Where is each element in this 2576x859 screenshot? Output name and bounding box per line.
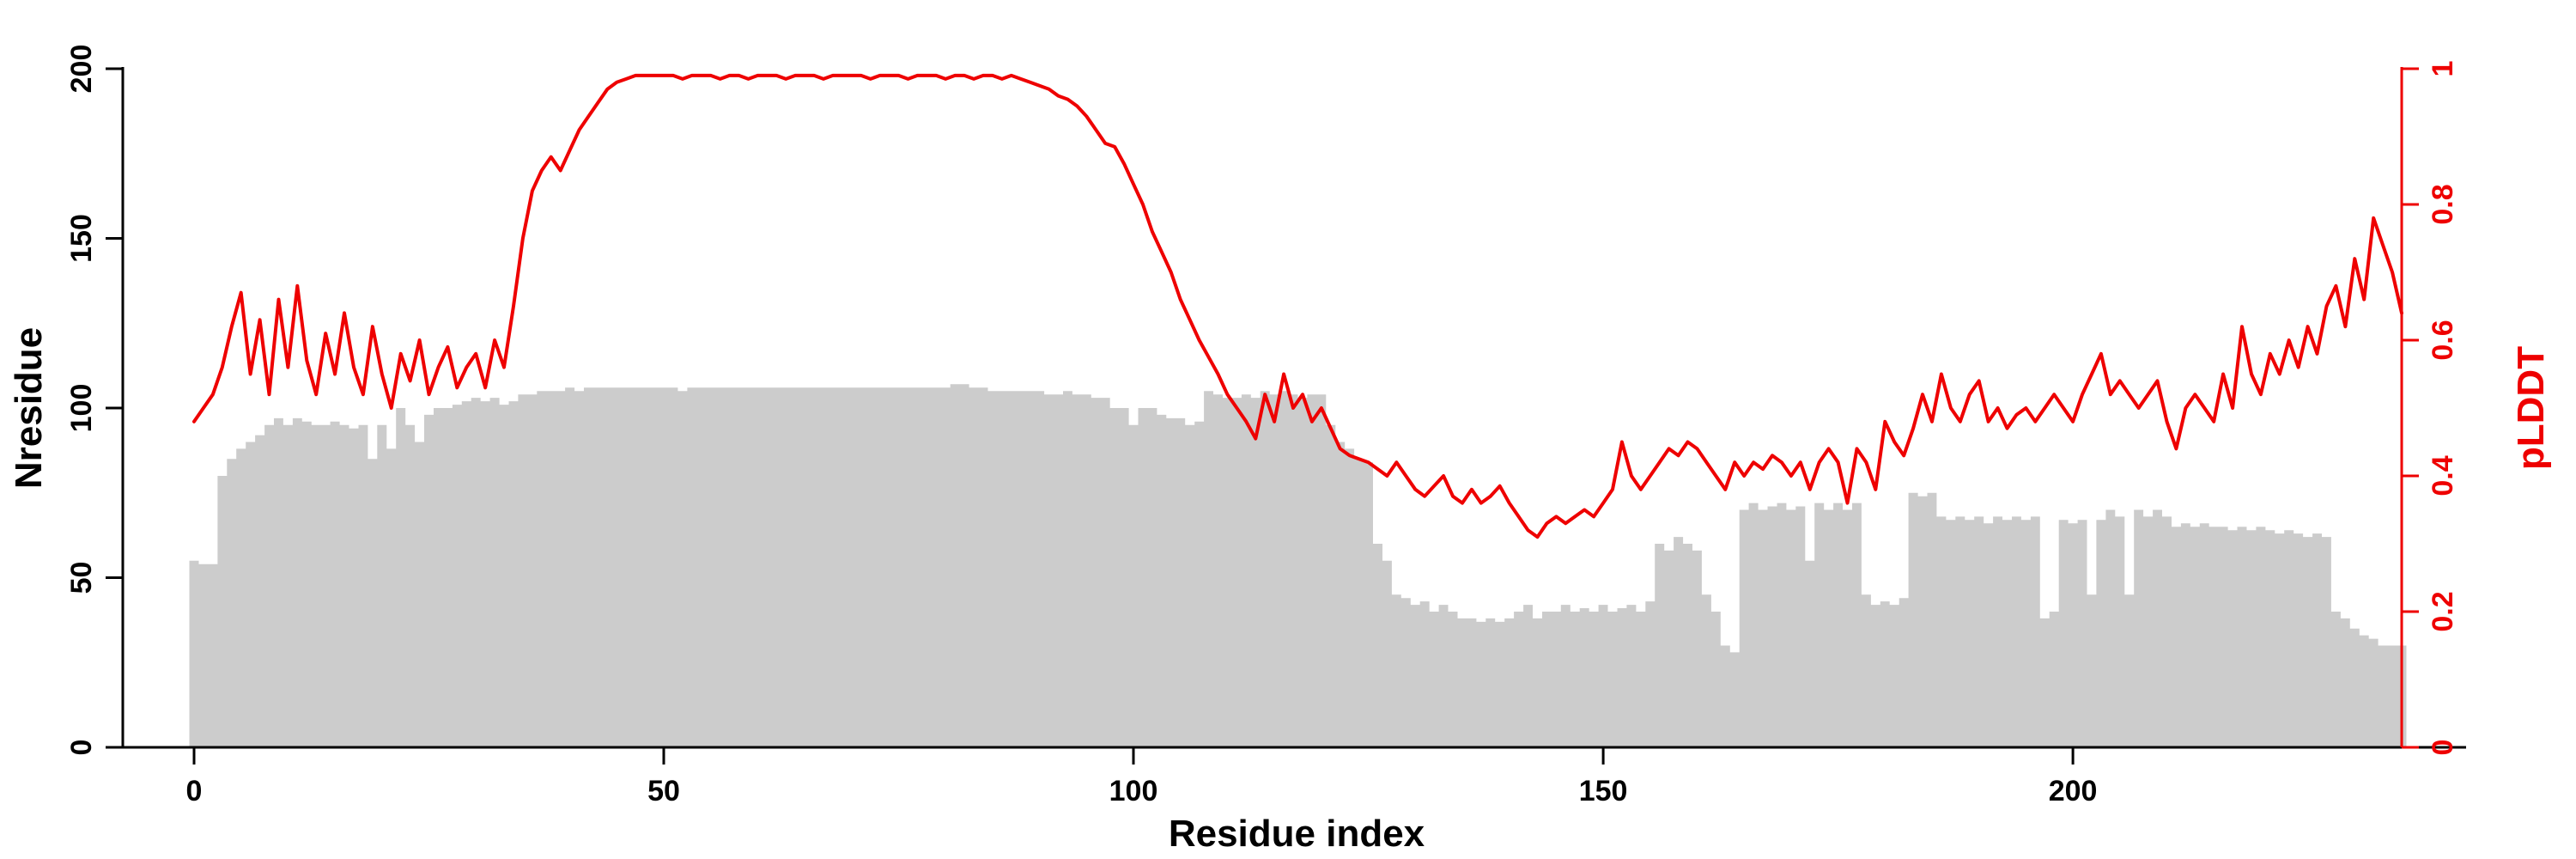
y-left-tick-label: 200 xyxy=(65,45,98,94)
y-left-tick-label: 150 xyxy=(65,214,98,263)
y-axis-left-title: Nresidue xyxy=(8,327,50,489)
x-tick-label: 200 xyxy=(2049,775,2098,807)
x-tick-label: 50 xyxy=(647,775,680,807)
x-tick-label: 150 xyxy=(1579,775,1628,807)
y-left-tick-label: 100 xyxy=(65,384,98,433)
plddt-line-layer xyxy=(192,73,2403,539)
y-right-tick-label: 0.2 xyxy=(2427,591,2459,631)
y-right-tick-label: 1 xyxy=(2427,61,2459,77)
x-axis: 0 50 100 150 200 xyxy=(106,746,2466,807)
y-right-tick-label: 0 xyxy=(2427,740,2459,756)
nresidue-bars xyxy=(189,384,2407,747)
y-right-tick-label: 0.4 xyxy=(2427,455,2459,496)
x-axis-title: Residue index xyxy=(1169,813,1425,855)
y-axis-right-title: pLDDT xyxy=(2510,346,2552,470)
y-left-tick-label: 0 xyxy=(65,740,98,756)
x-tick-label: 100 xyxy=(1109,775,1158,807)
y-right-tick-label: 0.8 xyxy=(2427,184,2459,224)
y-left-tick-label: 50 xyxy=(65,562,98,594)
nresidue-bars-layer xyxy=(189,384,2407,747)
y-right-tick-label: 0.6 xyxy=(2427,320,2459,360)
plddt-polyline xyxy=(192,73,2403,539)
y-axis-left: 0 50 100 150 200 xyxy=(65,45,125,756)
x-tick-label: 0 xyxy=(186,775,203,807)
y-axis-right: 0 0.2 0.4 0.6 0.8 1 xyxy=(2400,61,2459,756)
